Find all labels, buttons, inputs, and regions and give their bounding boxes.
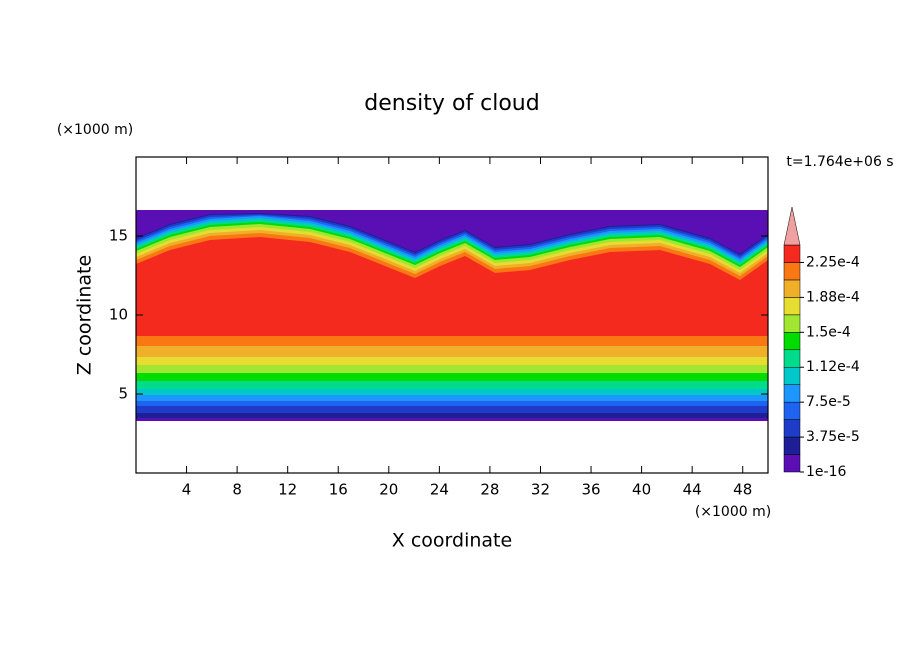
colorbar-box (783, 314, 801, 333)
chart-title: density of cloud (364, 91, 539, 116)
colorbar-label: 3.75e-5 (806, 429, 860, 445)
colorbar-box (783, 454, 801, 473)
colorbar-extend (783, 206, 801, 246)
x-tick-label: 12 (278, 481, 297, 499)
colorbar-box (783, 262, 801, 281)
colorbar-box (783, 401, 801, 420)
x-tick-label: 24 (430, 481, 449, 499)
x-tick-label: 16 (329, 481, 348, 499)
field (136, 210, 768, 421)
colorbar-box (783, 366, 801, 385)
x-tick-label: 4 (182, 481, 192, 499)
colorbar-box (783, 297, 801, 316)
x-tick-label: 48 (733, 481, 752, 499)
x-unit: (×1000 m) (695, 504, 771, 520)
x-tick-label: 32 (531, 481, 550, 499)
colorbar-box (783, 279, 801, 298)
y-axis-title: Z coordinate (74, 255, 96, 375)
colorbar-label: 1e-16 (806, 464, 846, 480)
colorbar-box (783, 332, 801, 351)
colorbar-box (783, 244, 801, 263)
contour-band (136, 237, 768, 336)
x-tick-label: 36 (581, 481, 600, 499)
y-unit: (×1000 m) (57, 122, 133, 138)
x-tick-label: 44 (683, 481, 702, 499)
colorbar-label: 1.5e-4 (806, 324, 851, 340)
x-tick-label: 20 (379, 481, 398, 499)
x-tick-label: 28 (480, 481, 499, 499)
y-tick-label: 5 (118, 385, 128, 403)
colorbar-label: 7.5e-5 (806, 394, 851, 410)
colorbar-box (783, 436, 801, 455)
colorbar-label: 2.25e-4 (806, 254, 860, 270)
colorbar-label: 1.88e-4 (806, 289, 860, 305)
colorbar-box (783, 384, 801, 403)
colorbar-box (783, 419, 801, 438)
y-tick-label: 15 (109, 227, 128, 245)
colorbar-box (783, 349, 801, 368)
x-axis-title: X coordinate (392, 530, 512, 552)
colorbar-label: 1.12e-4 (806, 359, 860, 375)
x-tick-label: 8 (232, 481, 242, 499)
y-tick-label: 10 (109, 306, 128, 324)
x-tick-label: 40 (632, 481, 651, 499)
time-label: t=1.764e+06 s (786, 154, 893, 170)
